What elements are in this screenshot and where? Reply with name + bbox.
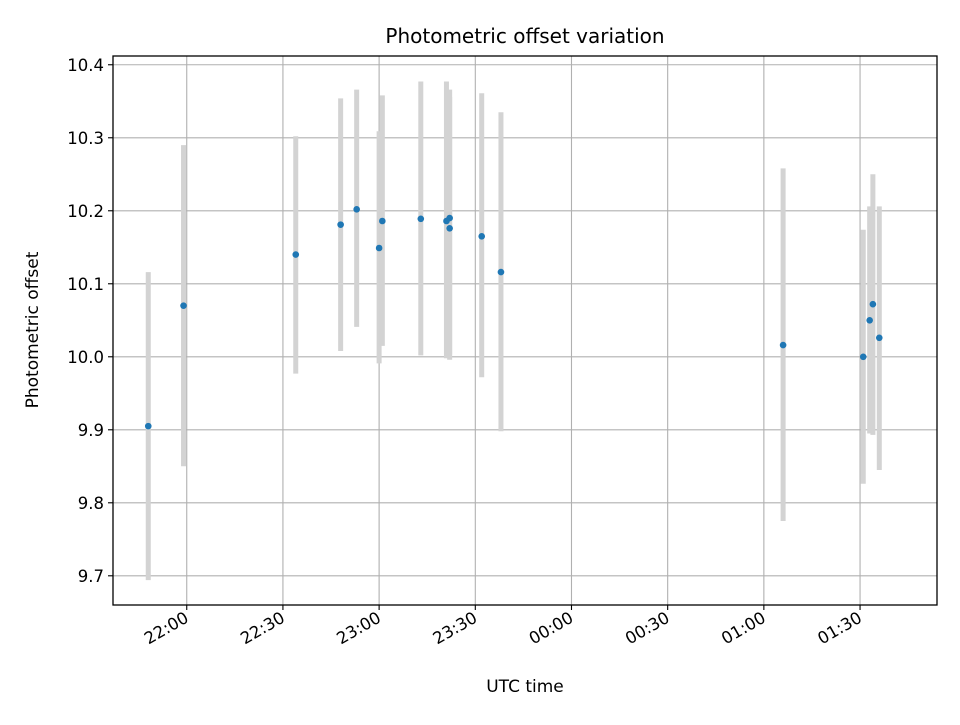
x-axis-label: UTC time: [486, 677, 564, 697]
data-point: [417, 215, 425, 223]
data-point: [353, 206, 360, 213]
y-tick-label: 10.0: [67, 348, 104, 367]
y-tick-label: 10.4: [67, 56, 104, 75]
data-point: [497, 268, 505, 276]
y-tick-layer: 9.7 9.8 9.9 10.0 10.1 10.2 10.3 10.4: [67, 56, 113, 586]
y-tick-label: 9.8: [78, 494, 104, 513]
y-tick-label: 10.1: [67, 275, 104, 294]
data-point: [375, 244, 383, 252]
y-tick-label: 9.7: [78, 567, 104, 586]
data-point: [180, 302, 187, 309]
chart-title: Photometric offset variation: [385, 24, 664, 48]
y-tick-label: 10.3: [67, 129, 104, 148]
data-point: [446, 224, 453, 232]
y-axis-label: Photometric offset: [23, 251, 43, 408]
data-point: [869, 300, 877, 308]
data-point: [144, 422, 152, 430]
data-point: [337, 221, 344, 228]
data-point: [379, 217, 386, 225]
data-point: [875, 334, 883, 342]
y-tick-label: 10.2: [67, 202, 104, 221]
data-point: [478, 233, 486, 240]
y-tick-label: 9.9: [78, 421, 104, 440]
data-point: [859, 353, 867, 361]
data-point: [446, 214, 453, 222]
data-point: [292, 251, 300, 258]
data-point-layer: [144, 206, 883, 430]
data-point: [866, 316, 873, 324]
plot-frame: [112, 55, 938, 606]
data-point: [779, 341, 787, 349]
